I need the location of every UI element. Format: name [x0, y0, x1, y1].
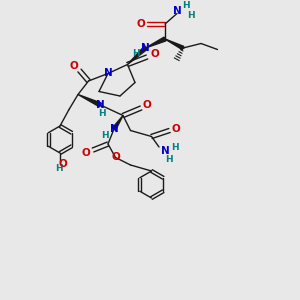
- Text: H: H: [98, 109, 106, 118]
- Polygon shape: [78, 94, 101, 107]
- Polygon shape: [146, 37, 166, 48]
- Text: O: O: [58, 159, 68, 170]
- Text: H: H: [165, 154, 172, 164]
- Text: H: H: [101, 130, 109, 140]
- Text: O: O: [111, 152, 120, 163]
- Polygon shape: [165, 39, 184, 50]
- Text: O: O: [171, 124, 180, 134]
- Text: H: H: [187, 11, 194, 20]
- Text: H: H: [55, 164, 62, 172]
- Text: H: H: [182, 2, 190, 10]
- Text: O: O: [81, 148, 90, 158]
- Text: N: N: [172, 5, 182, 16]
- Text: N: N: [160, 146, 169, 157]
- Text: H: H: [132, 50, 140, 58]
- Text: N: N: [141, 43, 150, 53]
- Text: H: H: [171, 143, 178, 152]
- Polygon shape: [128, 46, 147, 64]
- Text: O: O: [136, 19, 146, 29]
- Polygon shape: [112, 116, 123, 130]
- Text: O: O: [150, 49, 159, 59]
- Text: N: N: [96, 100, 105, 110]
- Text: O: O: [142, 100, 152, 110]
- Text: O: O: [69, 61, 78, 71]
- Text: N: N: [110, 124, 118, 134]
- Text: N: N: [103, 68, 112, 79]
